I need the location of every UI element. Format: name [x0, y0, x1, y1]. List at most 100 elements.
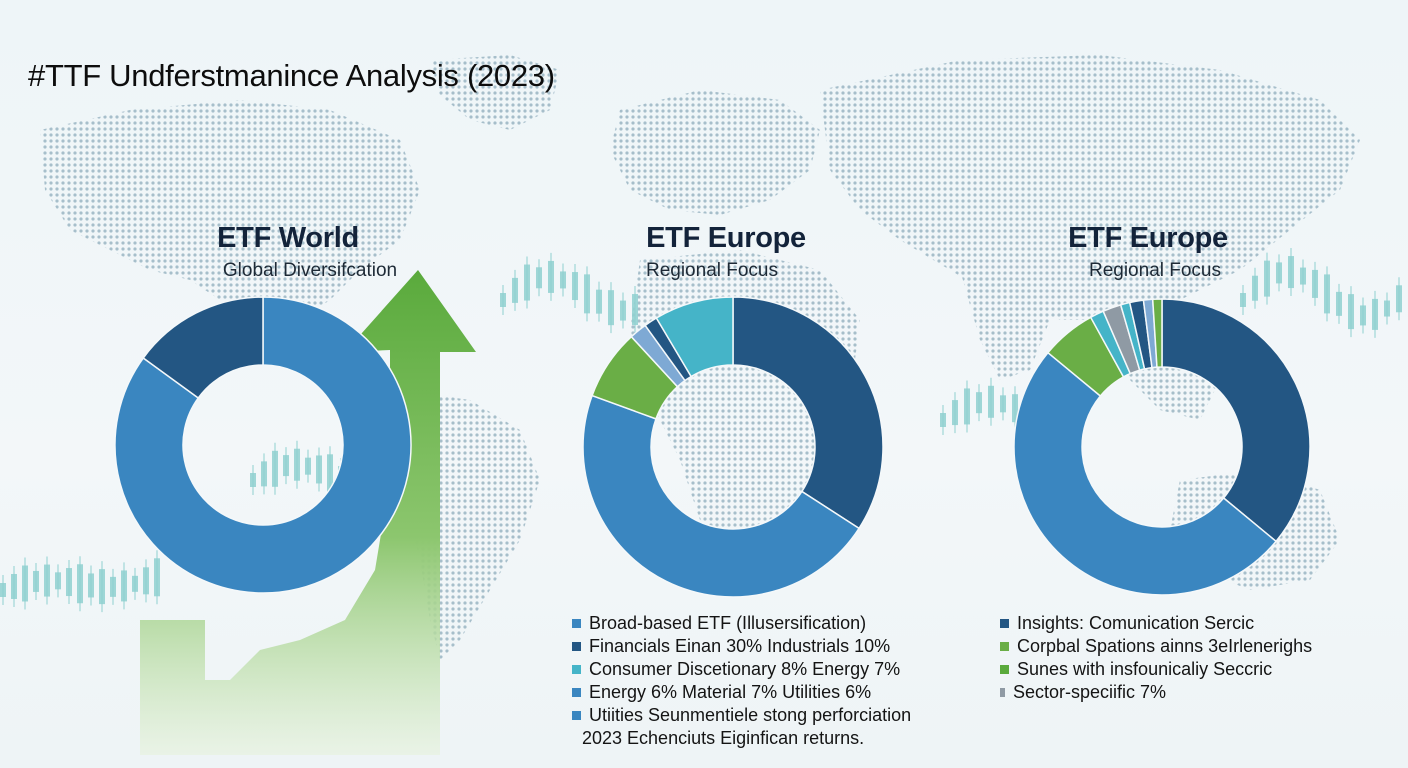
candle-body: [250, 473, 256, 487]
candle-body: [1372, 298, 1378, 330]
candle-body: [272, 450, 278, 487]
candle-body: [500, 293, 506, 307]
candle-body: [55, 572, 61, 590]
candle-body: [154, 558, 160, 597]
candle-body: [512, 277, 518, 303]
legend-item: Broad-based ETF (Illusersification): [572, 612, 911, 635]
candle-body: [110, 576, 116, 597]
donut-chart-2: [582, 296, 884, 598]
candle-body: [1312, 269, 1318, 298]
legend-label: Sector-speciific 7%: [1013, 682, 1167, 702]
candle-body: [1264, 260, 1270, 297]
legend-item: Corpbal Spations ainns 3eIrlenerighs: [1000, 635, 1312, 658]
candle-body: [1396, 285, 1402, 313]
candle-body: [548, 260, 554, 293]
candle-body: [976, 392, 982, 414]
candle-body: [316, 455, 322, 484]
legend-swatch: [1000, 619, 1009, 628]
legend-item: Utiities Seunmentiele stong perforciatio…: [572, 704, 911, 727]
legend-label: Sunes with insfounicaliy Seccric: [1017, 659, 1273, 679]
chart-subtitle-europe-2: Regional Focus: [1088, 260, 1222, 281]
donut-slice: [1013, 351, 1278, 596]
candle-body: [88, 573, 94, 598]
donut-slice: [1161, 298, 1311, 543]
legend-item: Energy 6% Material 7% Utilities 6%: [572, 681, 911, 704]
candle-body: [33, 570, 39, 592]
candle-body: [11, 573, 17, 599]
legend-europe-1: Broad-based ETF (Illusersification) Fina…: [572, 612, 911, 750]
page-title: #TTF Undferstmanince Analysis (2023): [28, 58, 555, 93]
chart-title-world: ETF World: [217, 222, 359, 254]
legend-item: Consumer Discetionary 8% Energy 7%: [572, 658, 911, 681]
legend-swatch: [572, 688, 581, 697]
donut-slice: [142, 296, 264, 400]
candle-body: [596, 289, 602, 314]
candle-body: [1252, 275, 1258, 301]
candle-body: [536, 267, 542, 289]
candle-body: [620, 300, 626, 321]
candle-body: [1276, 262, 1282, 284]
candle-body: [77, 564, 83, 604]
candle-body: [121, 570, 127, 602]
legend-item: Sector-speciific 7%: [1000, 681, 1312, 704]
candle-body: [1240, 293, 1246, 307]
legend-note: 2023 Echenciuts Eiginfican returns.: [582, 728, 865, 748]
candle-body: [143, 567, 149, 595]
candle-body: [584, 274, 590, 314]
legend-item: Financials Einan 30% Industrials 10%: [572, 635, 911, 658]
candle-body: [44, 564, 50, 597]
legend-label: Financials Einan 30% Industrials 10%: [589, 636, 891, 656]
candle-body: [988, 385, 994, 418]
candle-body: [940, 413, 946, 427]
candle-body: [1288, 256, 1294, 289]
donut-chart-3: [1013, 298, 1311, 596]
candle-body: [560, 271, 566, 289]
candle-body: [1012, 394, 1018, 423]
candle-body: [1384, 300, 1390, 317]
legend-swatch: [572, 642, 581, 651]
candle-body: [1348, 294, 1354, 330]
legend-label: Broad-based ETF (Illusersification): [589, 613, 867, 633]
candle-body: [1300, 267, 1306, 285]
legend-swatch: [572, 711, 581, 720]
legend-label: Insights: Comunication Sercic: [1017, 613, 1255, 633]
candle-body: [964, 388, 970, 425]
donut-slice: [655, 296, 734, 378]
donut-slice: [114, 296, 412, 594]
candle-body: [632, 294, 638, 326]
candle-body: [99, 569, 105, 605]
legend-swatch: [1000, 642, 1009, 651]
legend-europe-2: Insights: Comunication Sercic Corpbal Sp…: [1000, 612, 1312, 704]
legend-swatch: [572, 665, 581, 674]
candle-body: [22, 565, 28, 602]
donut-chart-1: [114, 296, 412, 594]
candle-body: [0, 583, 6, 597]
candle-body: [1360, 305, 1366, 326]
candle-body: [1324, 274, 1330, 314]
donut-slice: [582, 394, 861, 598]
legend-item: Insights: Comunication Sercic: [1000, 612, 1312, 635]
candle-body: [294, 448, 300, 481]
candle-body: [327, 454, 333, 494]
legend-swatch: [1000, 688, 1005, 697]
candle-body: [66, 568, 72, 597]
legend-label: Energy 6% Material 7% Utilities 6%: [589, 682, 872, 702]
legend-label: Consumer Discetionary 8% Energy 7%: [589, 659, 901, 679]
candle-body: [1336, 291, 1342, 316]
candle-body: [572, 272, 578, 301]
legend-swatch: [572, 619, 581, 628]
chart-subtitle-europe-1: Regional Focus: [645, 260, 779, 281]
legend-item: Sunes with insfounicaliy Seccric: [1000, 658, 1312, 681]
candle-body: [608, 290, 614, 326]
candle-body: [283, 455, 289, 477]
candle-body: [524, 264, 530, 301]
candle-body: [261, 461, 267, 487]
chart-title-europe-2: ETF Europe: [1068, 222, 1228, 254]
legend-label: Utiities Seunmentiele stong perforciatio…: [589, 705, 912, 725]
candle-body: [305, 457, 311, 475]
donut-slice: [732, 296, 884, 530]
legend-label: Corpbal Spations ainns 3eIrlenerighs: [1017, 636, 1313, 656]
candle-body: [132, 575, 138, 592]
